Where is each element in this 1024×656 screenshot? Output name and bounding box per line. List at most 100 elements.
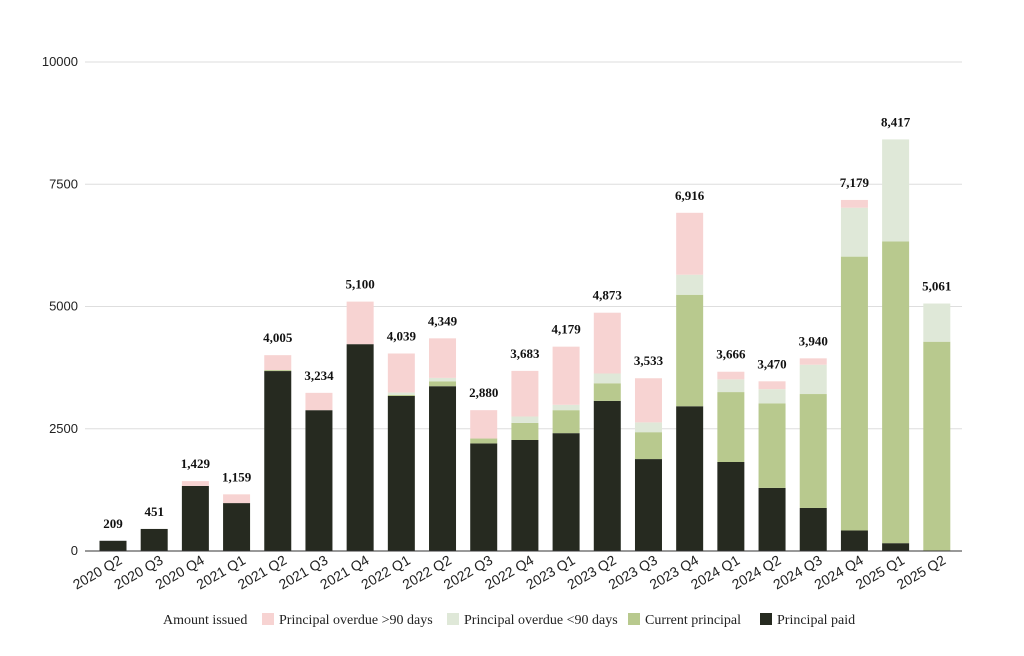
bar-principal-paid-2024-q3: [799, 507, 827, 551]
bar-current-principal-2023-q3: [634, 432, 662, 460]
bar-principal-paid-2021-q4: [346, 344, 374, 551]
bar-principal-overdue-90-days-2025-q2: [923, 303, 951, 342]
bar-principal-overdue-90-days-2024-q3: [799, 358, 827, 365]
bar-principal-overdue-90-days-2024-q1: [717, 379, 745, 393]
bar-principal-overdue-90-days-2023-q4: [676, 274, 704, 295]
legend-label-principal-overdue-90-days: Principal overdue >90 days: [279, 613, 433, 628]
bar-principal-overdue-90-days-2024-q1: [717, 371, 745, 380]
bar-principal-paid-2025-q1: [882, 543, 910, 551]
bar-current-principal-2022-q1: [387, 395, 415, 396]
bar-current-principal-2025-q2: [923, 341, 951, 551]
total-label-2020-q4: 1,429: [181, 456, 211, 471]
total-label-2021-q1: 1,159: [222, 469, 252, 484]
y-tick-label-10000: 10000: [42, 54, 78, 69]
bar-current-principal-2024-q2: [758, 403, 786, 488]
bar-principal-overdue-90-days-2022-q4: [511, 370, 539, 417]
y-tick-label-2500: 2500: [49, 421, 78, 436]
total-label-2020-q3: 451: [144, 504, 164, 519]
bar-group-2022-q3: [470, 410, 498, 551]
bar-principal-overdue-90-days-2021-q4: [346, 301, 374, 345]
total-label-2023-q2: 4,873: [593, 288, 623, 303]
bar-group-2023-q4: [676, 212, 704, 551]
total-label-2023-q4: 6,916: [675, 188, 705, 203]
bar-principal-paid-2023-q2: [593, 400, 621, 551]
bar-principal-overdue-90-days-2024-q4: [840, 207, 868, 257]
bar-principal-overdue-90-days-2022-q1: [387, 392, 415, 396]
legend-label-current-principal: Current principal: [645, 613, 741, 628]
bar-group-2024-q4: [840, 199, 868, 551]
bar-principal-overdue-90-days-2021-q3: [305, 392, 333, 411]
total-label-2022-q4: 3,683: [510, 346, 540, 361]
legend-swatch-current-principal: [628, 613, 640, 625]
bar-principal-overdue-90-days-2021-q2: [264, 355, 292, 371]
bar-principal-paid-2022-q1: [387, 395, 415, 551]
y-tick-label-0: 0: [71, 543, 78, 558]
bar-principal-paid-2021-q3: [305, 410, 333, 551]
bar-group-2024-q3: [799, 358, 827, 551]
legend-swatch-principal-paid: [760, 613, 772, 625]
bar-principal-overdue-90-days-2023-q2: [593, 312, 621, 374]
bars: [99, 139, 951, 551]
total-label-2025-q2: 5,061: [922, 279, 951, 294]
bar-principal-paid-2020-q2: [99, 540, 127, 551]
total-label-2020-q2: 209: [103, 516, 123, 531]
bar-principal-paid-2023-q4: [676, 406, 704, 551]
bar-principal-overdue-90-days-2022-q2: [429, 338, 457, 378]
total-label-2024-q2: 3,470: [757, 356, 786, 371]
bar-group-2022-q1: [387, 353, 415, 551]
bar-current-principal-2023-q1: [552, 410, 580, 434]
bar-principal-overdue-90-days-2023-q3: [634, 378, 662, 423]
total-label-2024-q4: 7,179: [840, 175, 870, 190]
bar-principal-paid-2023-q3: [634, 459, 662, 551]
bar-current-principal-2022-q3: [470, 438, 498, 444]
bar-principal-paid-2021-q1: [223, 503, 251, 551]
bar-current-principal-2024-q1: [717, 392, 745, 463]
bar-group-2020-q3: [140, 528, 168, 551]
bar-principal-overdue-90-days-2024-q4: [840, 199, 868, 208]
bar-group-2023-q2: [593, 312, 621, 551]
bar-principal-overdue-90-days-2023-q1: [552, 404, 580, 411]
total-label-2025-q1: 8,417: [881, 114, 911, 129]
bar-principal-paid-2024-q4: [840, 530, 868, 551]
total-label-2022-q2: 4,349: [428, 313, 458, 328]
y-axis-ticks: 0 2500 5000 7500 10000: [42, 54, 78, 558]
bar-principal-paid-2020-q4: [181, 485, 209, 551]
legend-swatch-principal-overdue-90-days: [262, 613, 274, 625]
y-tick-label-7500: 7500: [49, 176, 78, 191]
bar-principal-paid-2021-q2: [264, 371, 292, 551]
bar-principal-overdue-90-days-2023-q3: [634, 422, 662, 433]
bar-group-2020-q2: [99, 540, 127, 551]
bar-current-principal-2023-q2: [593, 383, 621, 401]
bar-current-principal-2023-q4: [676, 294, 704, 407]
legend-label-principal-paid: Principal paid: [777, 613, 855, 628]
bar-principal-paid-2022-q3: [470, 443, 498, 551]
y-tick-label-5000: 5000: [49, 299, 78, 314]
bar-group-2024-q2: [758, 381, 786, 551]
bar-principal-overdue-90-days-2023-q4: [676, 212, 704, 275]
bar-group-2024-q1: [717, 371, 745, 551]
bar-principal-paid-2024-q1: [717, 462, 745, 551]
bar-principal-overdue-90-days-2022-q1: [387, 353, 415, 393]
bar-group-2023-q1: [552, 346, 580, 551]
bar-principal-overdue-90-days-2021-q1: [223, 494, 251, 504]
bar-current-principal-2024-q3: [799, 394, 827, 508]
bar-principal-overdue-90-days-2024-q3: [799, 364, 827, 395]
bar-principal-overdue-90-days-2025-q1: [882, 139, 910, 242]
total-label-2021-q4: 5,100: [346, 277, 375, 292]
bar-principal-overdue-90-days-2024-q2: [758, 381, 786, 390]
bar-principal-paid-2024-q2: [758, 487, 786, 551]
total-label-2021-q3: 3,234: [304, 368, 334, 383]
total-label-2022-q1: 4,039: [387, 328, 417, 343]
bar-group-2021-q2: [264, 355, 292, 551]
bar-group-2021-q4: [346, 301, 374, 551]
bar-current-principal-2024-q4: [840, 256, 868, 531]
bar-group-2022-q4: [511, 370, 539, 551]
bar-group-2021-q1: [223, 494, 251, 551]
bar-current-principal-2022-q4: [511, 422, 539, 440]
total-labels: 209 451 1,429 1,159 4,005 3,234 5,100 4,039 4,34…: [103, 114, 951, 530]
total-label-2024-q3: 3,940: [799, 333, 828, 348]
bar-principal-overdue-90-days-2022-q3: [470, 410, 498, 439]
